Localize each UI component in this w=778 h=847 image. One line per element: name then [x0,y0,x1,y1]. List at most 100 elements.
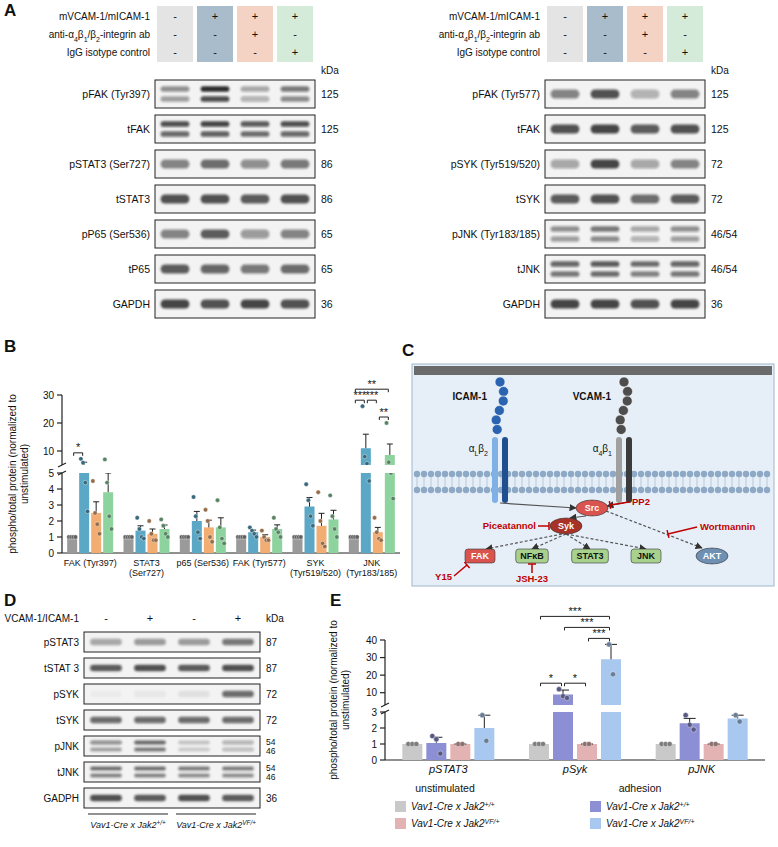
lipid-tail [767,477,768,487]
blot-band [671,125,700,134]
y-tick [380,639,385,640]
text-run: IgG isotype control [457,47,540,58]
data-point [384,421,388,425]
blot-band [178,639,210,645]
data-point [606,642,611,647]
text-run: tSYK [56,715,79,726]
bar [136,531,146,553]
blot-band [241,131,270,137]
ligand-domain [623,387,633,397]
lipid-head [442,471,448,477]
y-tick-label: 10 [366,687,378,698]
blot-strip [545,115,705,143]
text-run: 4 [48,484,54,495]
data-point [79,457,83,461]
text-run: p65 (Ser536) [177,558,230,568]
kda-label: 65 [321,263,333,275]
text-run: 10 [43,446,55,457]
chart-E: 012310203040phospho/total protein (norma… [328,605,765,829]
kda-label: 87 [266,637,278,648]
text-run: - [192,612,196,624]
kda-label: 36 [711,298,723,310]
lipid-head [603,471,609,477]
ligand-label: VCAM-1 [573,391,612,402]
blot-band [551,160,580,169]
inhibition-line [667,527,697,538]
x-tick-label: pSTAT3 [428,763,469,775]
lipid-head [589,487,595,493]
text-run: 125 [321,88,339,100]
condition-sign: + [642,10,648,22]
blot-band [631,300,660,309]
kda-label: 46 [266,772,276,782]
x-tick-label: FAK (Tyr577) [233,558,286,568]
legend-label: Vav1-Cre x Jak2VF/+ [411,818,500,830]
blot-band [631,271,660,277]
text-run: /β [88,29,97,40]
inhibitor-label: Piceatannol [483,520,536,531]
row-label: pFAK (Tyr397) [82,88,150,100]
lipid-head [533,471,539,477]
condition-sign: + [602,10,608,22]
lipid-head [589,471,595,477]
genotype-label: Vav1-Cre x Jak2VF/+ [176,819,256,831]
data-point [206,519,210,523]
lipid-head [673,487,679,493]
data-point [142,536,146,540]
blot-band [241,86,270,92]
lipid-head [582,471,588,477]
condition-sign: + [682,46,688,58]
text-run: pFAK (Tyr577) [472,88,540,100]
condition-sign: - [603,28,607,40]
text-run: D [4,591,16,610]
lipid-head [652,487,658,493]
signal-node [516,549,549,563]
data-point [564,695,569,700]
lipid-head [701,471,707,477]
text-run: -integrin ab [490,29,540,40]
condition-sign: + [147,612,153,624]
lipid-head [456,487,462,493]
lipid-tail [431,477,432,487]
data-point [278,535,282,539]
lipid-head [428,471,434,477]
data-point [330,514,334,518]
bar [553,694,573,760]
node-label: AKT [703,551,722,561]
bar [474,728,494,760]
condition-label: VCAM-1/ICAM-1 [5,613,80,624]
lipid-tail [536,477,537,487]
blot-band [201,86,230,92]
lane-header-shade [587,6,623,62]
bar [601,659,621,760]
bar [317,526,327,553]
signal-node [696,548,728,564]
pathway-diagram: ICAM-1VCAM-1αLβ2α4β1SrcSykFAKNFκBSTAT3JN… [412,364,774,586]
bar [103,492,113,553]
condition-sign: + [642,28,648,40]
lipid-head [638,487,644,493]
lipid-tail [564,477,565,487]
genotype-bracket [88,814,168,815]
text-run: - [563,46,567,58]
bar [124,537,134,553]
condition-sign: - [173,10,177,22]
error-bar [319,513,325,525]
blot-band [201,96,230,102]
blot-band [222,639,254,645]
blot-strip [155,255,315,283]
lipid-head [687,471,693,477]
text-run: 3 [371,707,377,718]
legend-swatch [590,801,601,812]
data-point [360,404,364,408]
lipid-head [540,471,546,477]
data-point [304,482,308,486]
blot-band [134,665,166,671]
blot-band [178,774,210,778]
data-point [379,538,383,542]
blot-band [591,261,620,267]
y-tick-label: 1 [48,532,54,543]
diagram-background [412,364,774,586]
text-run: *** [365,389,379,401]
text-run: ICAM-1 [453,391,488,402]
